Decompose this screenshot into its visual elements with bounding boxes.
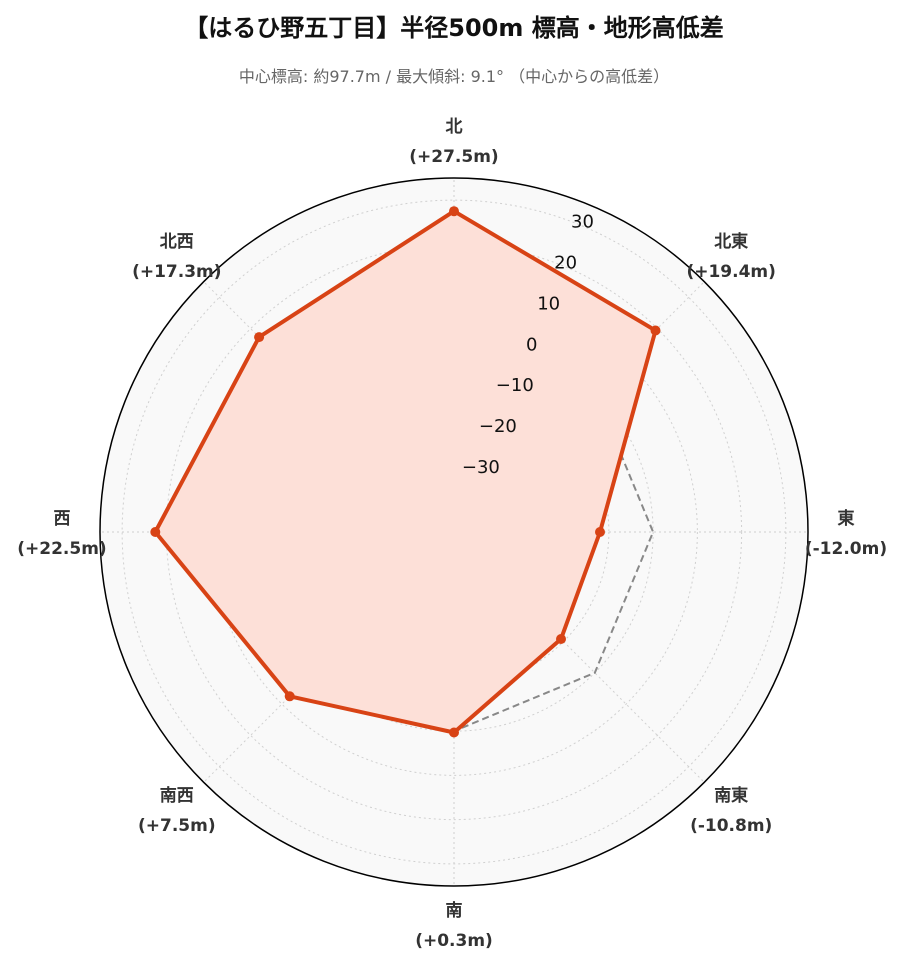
direction-name-label: 北西 [160,232,194,252]
direction-name-label: 西 [54,509,71,529]
direction-name-label: 南東 [714,785,748,806]
direction-name-label: 北東 [714,231,748,252]
data-points [150,206,661,738]
direction-value-label: (+7.5m) [138,816,216,836]
grid-spoke [453,531,705,783]
data-point-5 [449,727,459,738]
radial-tick-label: 20 [554,253,577,274]
direction-value-label: (+19.4m) [686,262,775,282]
chart-title: 【はるひ野五丁目】半径500m 標高・地形高低差 [184,14,723,42]
direction-value-label: (+22.5m) [17,539,106,559]
data-point-7 [150,527,161,537]
radial-tick-label: 0 [526,334,537,355]
radial-ticks: −30 −20 −10 010 20 30 [462,212,594,478]
radial-tick-label: −10 [496,375,534,396]
direction-value-label: (+17.3m) [132,262,221,282]
direction-name-label: 北 [446,117,463,137]
direction-value-label: (-10.8m) [690,816,772,836]
direction-name-label: 南西 [160,785,194,806]
data-point-4 [556,634,566,644]
grid-circle [165,243,743,821]
direction-name-label: 東 [838,508,855,529]
plot-outline [99,177,809,887]
direction-labels: 北 (+27.5m) 北東 (+19.4m) 東 (-12.0m) 南東 (-10.8m) 南 (… [17,117,887,951]
direction-value-label: (-12.0m) [805,539,887,559]
radial-tick-label: −20 [479,416,517,437]
radial-tick-label: 30 [571,212,594,233]
chart-subtitle: 中心標高: 約97.7m / 最大傾斜: 9.1° （中心からの高低差） [239,67,669,86]
data-point-8 [254,332,265,343]
data-point-2 [650,325,661,336]
direction-value-label: (+27.5m) [409,147,498,167]
direction-name-label: 南 [446,900,463,921]
elevation-area [155,211,656,733]
direction-value-label: (+0.3m) [415,931,493,951]
data-point-6 [284,691,295,702]
data-point-3 [595,527,605,537]
radial-tick-label: −30 [462,457,500,478]
data-point-1 [449,206,459,217]
radial-tick-label: 10 [537,294,560,315]
